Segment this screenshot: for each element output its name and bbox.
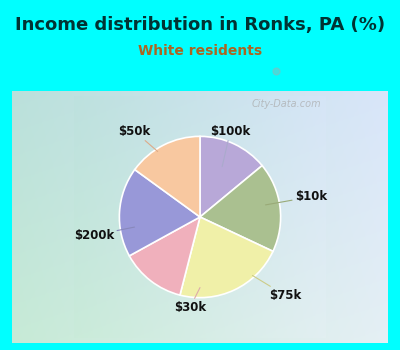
Text: $200k: $200k xyxy=(74,227,134,241)
Text: $50k: $50k xyxy=(118,125,158,152)
Text: $10k: $10k xyxy=(266,190,327,205)
Text: $30k: $30k xyxy=(174,288,206,314)
Wedge shape xyxy=(129,217,200,295)
Text: $75k: $75k xyxy=(252,275,302,302)
Wedge shape xyxy=(180,217,273,298)
Text: White residents: White residents xyxy=(138,44,262,58)
Wedge shape xyxy=(200,166,281,251)
Text: $100k: $100k xyxy=(210,125,250,167)
Wedge shape xyxy=(119,170,200,256)
Wedge shape xyxy=(135,136,200,217)
Text: Income distribution in Ronks, PA (%): Income distribution in Ronks, PA (%) xyxy=(15,16,385,34)
Wedge shape xyxy=(200,136,262,217)
Text: City-Data.com: City-Data.com xyxy=(251,99,321,108)
